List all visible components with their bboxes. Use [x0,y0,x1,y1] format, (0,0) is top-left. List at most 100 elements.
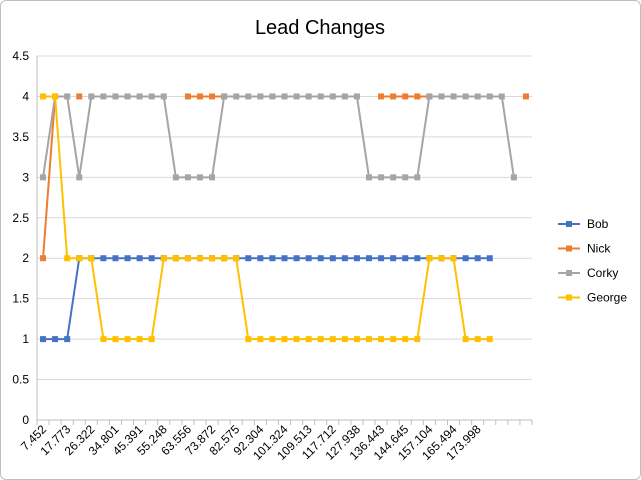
series-george [40,93,493,343]
data-point-corky [148,93,155,100]
data-point-george [136,336,143,343]
legend-marker [566,270,572,276]
data-point-george [124,336,131,343]
data-point-nick [209,93,216,100]
data-point-nick [196,93,203,100]
legend-marker [566,221,572,227]
legend: Bob Nick Corky George [558,217,627,305]
data-point-nick [184,93,191,100]
data-point-corky [172,174,179,181]
data-point-bob [269,255,276,262]
data-point-george [88,255,95,262]
chart-title: Lead Changes [255,17,385,39]
data-point-bob [257,255,264,262]
data-point-george [414,336,421,343]
data-point-corky [136,93,143,100]
data-point-corky [486,93,493,100]
data-point-corky [402,174,409,181]
legend-item-nick: Nick [558,242,611,256]
data-point-bob [245,255,252,262]
data-point-corky [462,93,469,100]
data-point-corky [76,174,83,181]
data-point-corky [184,174,191,181]
data-point-corky [124,93,131,100]
data-point-george [438,255,445,262]
y-tick-label: 3 [22,170,29,184]
series-line-corky [42,95,515,179]
data-point-george [390,336,397,343]
data-point-george [172,255,179,262]
data-point-bob [112,255,119,262]
data-point-bob [136,255,143,262]
y-tick-label: 1 [22,332,29,346]
data-point-nick [402,93,409,100]
data-point-nick [40,255,47,262]
data-point-george [233,255,240,262]
data-point-george [474,336,481,343]
data-point-george [426,255,433,262]
data-point-george [462,336,469,343]
y-tick-label: 3.5 [12,130,29,144]
data-point-george [402,336,409,343]
data-point-george [76,255,83,262]
data-point-george [100,336,107,343]
series-layer [40,93,529,343]
data-point-corky [88,93,95,100]
data-point-george [148,336,155,343]
data-point-bob [378,255,385,262]
data-point-george [245,336,252,343]
data-point-bob [317,255,324,262]
data-point-george [329,336,336,343]
data-point-bob [148,255,155,262]
data-point-george [486,336,493,343]
data-point-bob [462,255,469,262]
data-point-bob [64,336,71,343]
series-corky [40,93,517,181]
data-point-george [184,255,191,262]
legend-item-corky: Corky [558,266,618,280]
y-tick-label: 2.5 [12,211,29,225]
data-point-george [366,336,373,343]
data-point-corky [366,174,373,181]
data-point-corky [474,93,481,100]
data-point-nick [76,93,83,100]
y-tick-label: 2 [22,251,29,265]
series-line-nick [42,96,57,259]
data-point-bob [281,255,288,262]
data-point-corky [40,174,47,181]
data-point-george [160,255,167,262]
gridlines [37,55,532,381]
data-point-bob [474,255,481,262]
data-point-bob [402,255,409,262]
data-point-bob [341,255,348,262]
y-tick-label: 1.5 [12,292,29,306]
data-point-george [257,336,264,343]
data-point-bob [366,255,373,262]
data-point-bob [329,255,336,262]
y-tick-label: 0 [22,413,29,427]
data-point-corky [112,93,119,100]
data-point-corky [390,174,397,181]
data-point-corky [450,93,457,100]
y-tick-label: 4 [22,89,29,103]
data-point-corky [438,93,445,100]
data-point-bob [390,255,397,262]
data-point-corky [341,93,348,100]
data-point-george [281,336,288,343]
data-point-corky [233,93,240,100]
data-point-corky [64,93,71,100]
legend-item-george: George [558,291,627,305]
legend-label: Corky [587,266,618,280]
data-point-bob [414,255,421,262]
data-point-bob [124,255,131,262]
data-point-corky [221,93,228,100]
data-point-corky [209,174,216,181]
data-point-corky [196,174,203,181]
data-point-nick [522,93,529,100]
legend-marker [566,294,572,301]
data-point-george [305,336,312,343]
data-point-bob [353,255,360,262]
data-point-george [52,93,59,100]
